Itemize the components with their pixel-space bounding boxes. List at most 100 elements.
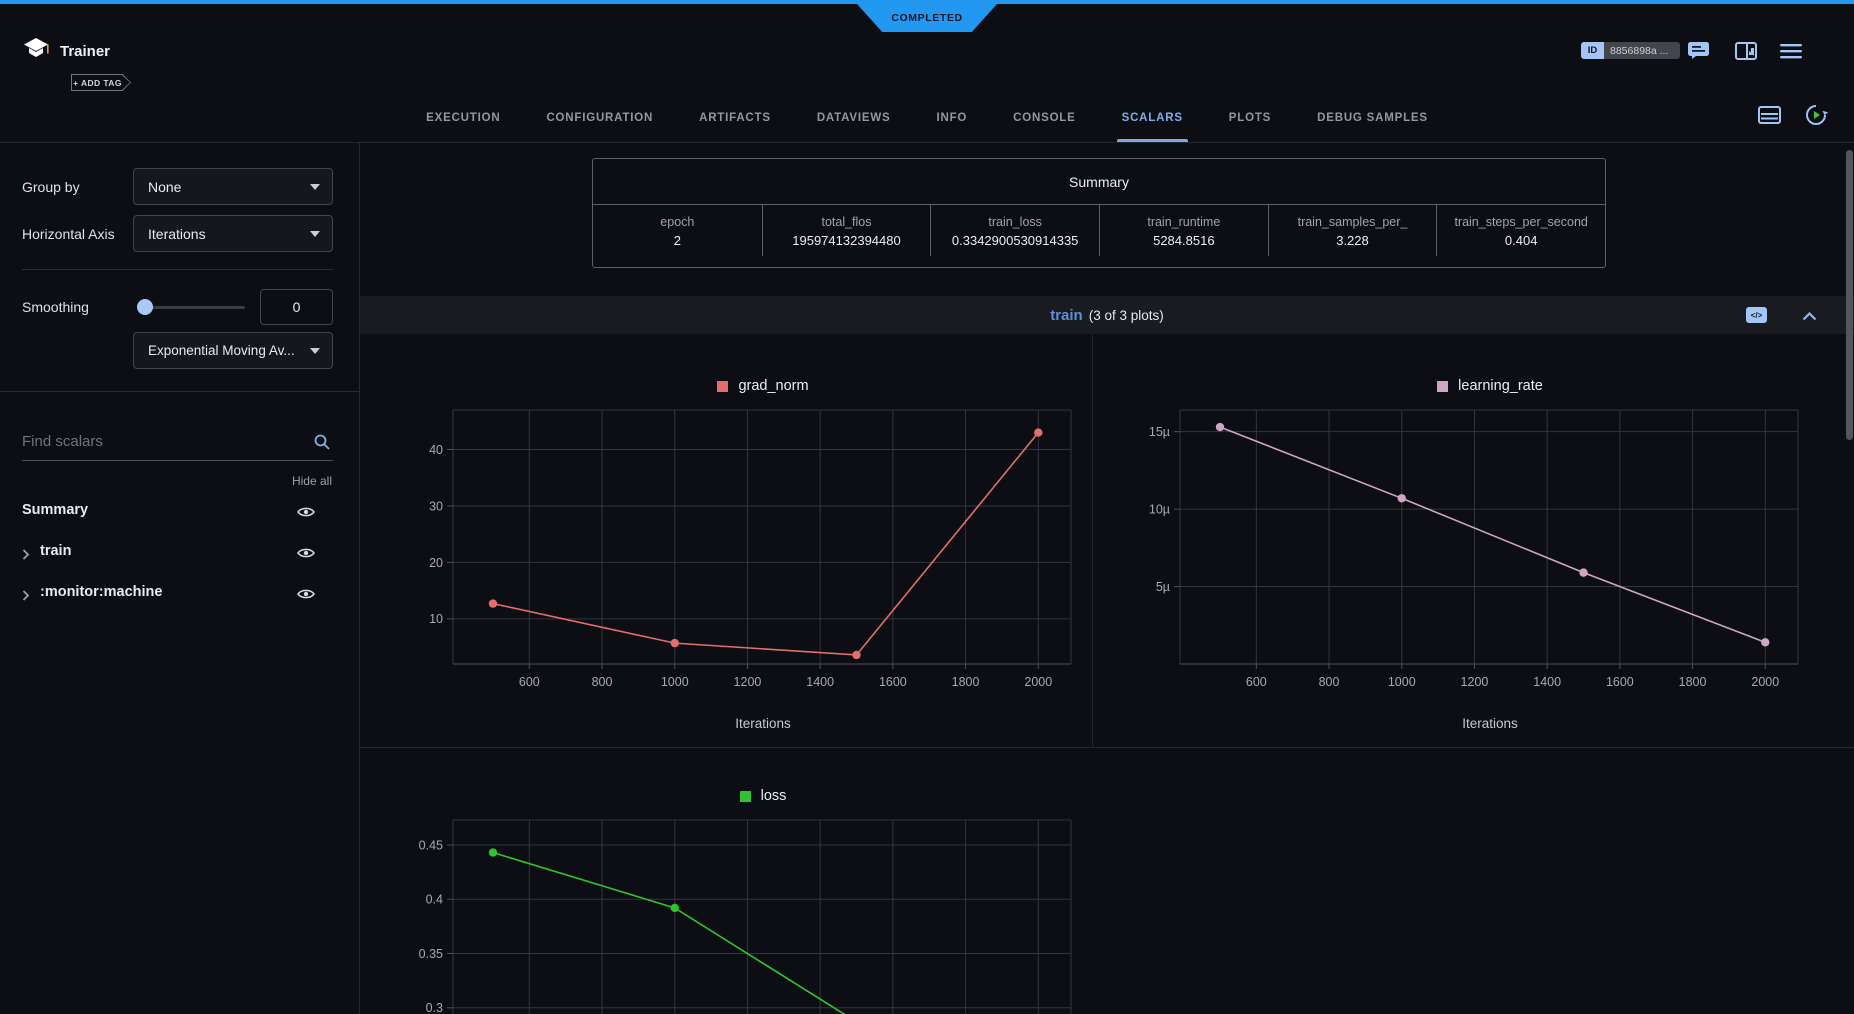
- svg-text:1200: 1200: [1461, 675, 1489, 689]
- column-header: train_steps_per_second: [1436, 205, 1605, 233]
- status-badge-label: COMPLETED: [891, 12, 963, 24]
- svg-text:1800: 1800: [1679, 675, 1707, 689]
- summary-table-headers: epoch total_flos train_loss train_runtim…: [593, 205, 1605, 233]
- cell-value: 0.404: [1436, 233, 1605, 256]
- details-panel-icon[interactable]: [1735, 42, 1757, 65]
- train-section-header: train (3 of 3 plots) </>: [360, 296, 1854, 334]
- section-title[interactable]: train: [1050, 306, 1083, 324]
- cell-value: 3.228: [1267, 233, 1437, 256]
- svg-text:10: 10: [429, 612, 443, 626]
- cell-value: 0.3342900530914335: [930, 233, 1099, 256]
- scalars-sidebar: Group by None Horizontal Axis Iterations…: [0, 143, 360, 1014]
- refresh-icon[interactable]: [1804, 103, 1829, 132]
- svg-text:1000: 1000: [1388, 675, 1416, 689]
- tab-plots[interactable]: PLOTS: [1228, 112, 1272, 124]
- cell-value: 5284.8516: [1099, 233, 1268, 256]
- loss-chart[interactable]: 6008001000120014001600180020000.450.40.3…: [398, 808, 1088, 1014]
- sidebar-item-summary[interactable]: Summary: [0, 495, 360, 527]
- x-axis-title: Iterations: [1462, 716, 1518, 731]
- embed-code-icon[interactable]: </>: [1746, 307, 1767, 323]
- tab-debug-samples[interactable]: DEBUG SAMPLES: [1317, 112, 1428, 124]
- divider: [0, 391, 360, 392]
- smoothing-value-input[interactable]: [260, 289, 333, 325]
- divider: [22, 269, 333, 270]
- svg-text:5µ: 5µ: [1156, 580, 1170, 594]
- section-plot-count: (3 of 3 plots): [1088, 307, 1164, 323]
- svg-text:800: 800: [1319, 675, 1340, 689]
- divider: [360, 747, 1854, 748]
- tab-dataviews[interactable]: DATAVIEWS: [816, 112, 891, 124]
- column-header: train_runtime: [1099, 205, 1268, 233]
- grad-norm-chart[interactable]: 600 800 1000 1200 1400 1600 1800 2000 10 20 30 40: [398, 398, 1088, 698]
- add-tag-label: + ADD TAG: [73, 77, 122, 88]
- smoothing-slider-thumb[interactable]: [137, 299, 153, 315]
- tab-scalars[interactable]: SCALARS: [1099, 112, 1206, 142]
- legend-swatch: [1437, 380, 1449, 392]
- svg-text:800: 800: [592, 675, 613, 689]
- tab-info[interactable]: INFO: [936, 112, 968, 124]
- svg-text:600: 600: [1246, 675, 1267, 689]
- legend-swatch: [717, 380, 729, 392]
- page-title: Trainer: [60, 43, 111, 60]
- chevron-right-icon[interactable]: [22, 588, 30, 606]
- svg-text:30: 30: [429, 499, 443, 513]
- tab-artifacts[interactable]: ARTIFACTS: [699, 112, 771, 124]
- smoothing-slider-track[interactable]: [137, 306, 245, 309]
- chevron-down-icon: [310, 348, 320, 354]
- app-logo-icon: [22, 36, 50, 67]
- sidebar-item-monitor-machine[interactable]: :monitor:machine: [0, 577, 360, 609]
- chevron-right-icon[interactable]: [22, 547, 30, 565]
- experiment-id-value[interactable]: 8856898a ...: [1604, 42, 1680, 59]
- column-header: train_loss: [930, 205, 1099, 233]
- svg-text:1200: 1200: [734, 675, 762, 689]
- chevron-down-icon: [310, 231, 320, 237]
- scalars-content: Summary epoch total_flos train_loss trai…: [360, 143, 1854, 1014]
- status-badge: COMPLETED: [857, 4, 997, 32]
- smoothing-type-select[interactable]: Exponential Moving Av...: [133, 332, 333, 369]
- svg-text:2000: 2000: [1024, 675, 1052, 689]
- add-tag-button[interactable]: + ADD TAG: [71, 74, 131, 91]
- svg-text:1400: 1400: [1533, 675, 1561, 689]
- eye-icon[interactable]: [297, 587, 315, 605]
- cell-value: 2: [673, 233, 681, 248]
- hide-all-button[interactable]: Hide all: [291, 474, 332, 488]
- scrollbar[interactable]: [1846, 150, 1853, 440]
- sidebar-item-train[interactable]: train: [0, 536, 360, 568]
- id-badge: ID: [1581, 42, 1604, 59]
- chevron-up-icon[interactable]: [1802, 308, 1817, 326]
- column-header: train_samples_per_: [1267, 205, 1437, 233]
- learning-rate-chart[interactable]: 600 800 1000 1200 1400 1600 1800 2000 5µ 10µ 15µ: [1125, 398, 1815, 698]
- svg-text:10µ: 10µ: [1149, 502, 1170, 516]
- svg-text:1000: 1000: [661, 675, 689, 689]
- header: Trainer + ADD TAG ID 8856898a ...: [0, 4, 1854, 92]
- menu-icon[interactable]: [1780, 44, 1802, 65]
- svg-text:40: 40: [429, 443, 443, 457]
- tab-bar: EXECUTION CONFIGURATION ARTIFACTS DATAVI…: [0, 92, 1854, 143]
- eye-icon[interactable]: [297, 546, 315, 564]
- search-icon[interactable]: [313, 433, 331, 456]
- svg-text:0.45: 0.45: [419, 838, 443, 852]
- horizontal-axis-select[interactable]: Iterations: [133, 215, 333, 252]
- group-by-label: Group by: [22, 179, 80, 195]
- legend-grad-norm[interactable]: grad_norm: [453, 376, 1073, 396]
- legend-learning-rate[interactable]: learning_rate: [1180, 376, 1800, 396]
- tab-execution[interactable]: EXECUTION: [426, 112, 501, 124]
- tab-console[interactable]: CONSOLE: [1013, 112, 1076, 124]
- find-scalars-field: [22, 425, 333, 461]
- horizontal-axis-label: Horizontal Axis: [22, 226, 115, 242]
- svg-text:0.3: 0.3: [426, 1001, 443, 1014]
- eye-icon[interactable]: [297, 505, 315, 523]
- column-header: total_flos: [761, 205, 931, 233]
- summary-table-values: 2 195974132394480 0.3342900530914335 528…: [593, 233, 1605, 256]
- group-by-select[interactable]: None: [133, 168, 333, 205]
- svg-text:2000: 2000: [1751, 675, 1779, 689]
- column-header: epoch: [660, 215, 695, 229]
- tab-configuration[interactable]: CONFIGURATION: [546, 112, 654, 124]
- metrics-table-icon[interactable]: [1758, 106, 1781, 129]
- legend-swatch: [739, 790, 751, 802]
- comment-icon[interactable]: [1688, 42, 1709, 64]
- search-input[interactable]: [22, 425, 302, 457]
- svg-text:0.4: 0.4: [426, 893, 443, 907]
- legend-loss[interactable]: loss: [453, 786, 1073, 806]
